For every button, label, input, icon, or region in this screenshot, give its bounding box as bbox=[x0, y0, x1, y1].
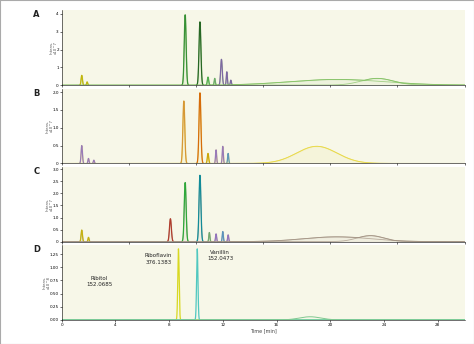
Y-axis label: Intens.
x10^7: Intens. x10^7 bbox=[49, 41, 58, 54]
Y-axis label: Intens.
x10^7: Intens. x10^7 bbox=[45, 119, 54, 133]
Text: C: C bbox=[33, 167, 39, 176]
Text: Vanillin
152.0473: Vanillin 152.0473 bbox=[207, 250, 233, 261]
Text: Riboflavin
376.1383: Riboflavin 376.1383 bbox=[145, 254, 172, 265]
Y-axis label: Intens.
x10^8: Intens. x10^8 bbox=[43, 276, 51, 289]
X-axis label: Time [min]: Time [min] bbox=[250, 329, 276, 334]
Y-axis label: Intens.
x10^7: Intens. x10^7 bbox=[45, 197, 54, 211]
Text: D: D bbox=[33, 245, 40, 254]
Text: Ribitol
152.0685: Ribitol 152.0685 bbox=[86, 276, 112, 287]
Text: B: B bbox=[33, 89, 40, 98]
Text: A: A bbox=[33, 10, 40, 19]
